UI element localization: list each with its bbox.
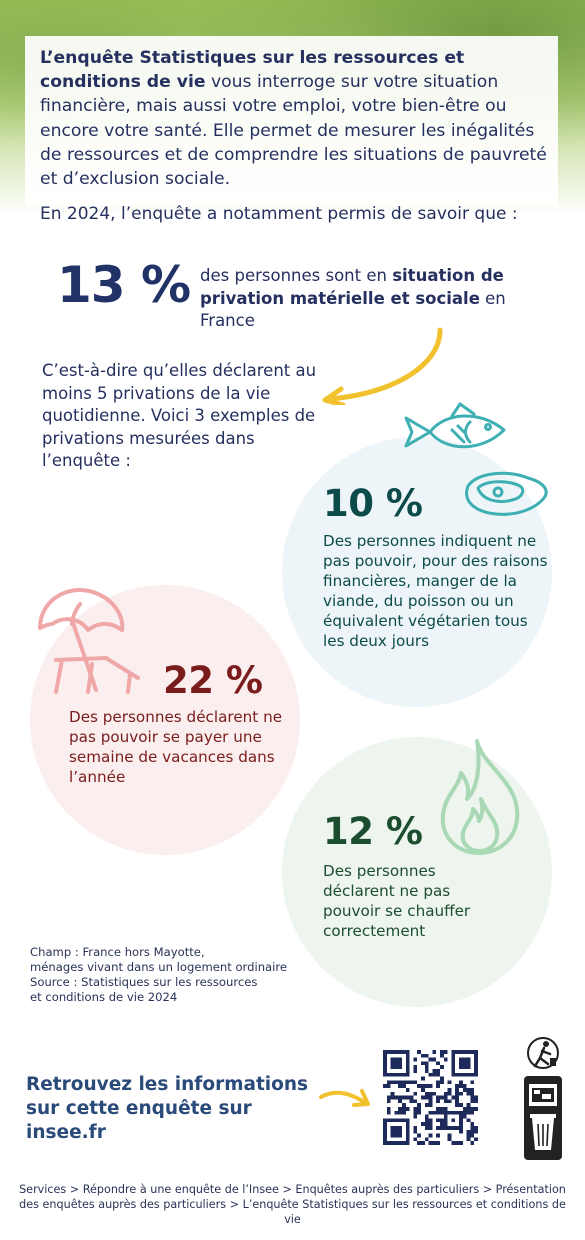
insee-link-text[interactable]: Retrouvez les informations sur cette enq… xyxy=(26,1073,316,1145)
tidy-man-icon xyxy=(527,1037,559,1069)
scope-line-1: Champ : France hors Mayotte, xyxy=(30,945,205,959)
stat-12-value: 12 % xyxy=(323,810,423,853)
recycling-logos xyxy=(524,1037,562,1160)
stat-13-description: des personnes sont en situation de priva… xyxy=(200,265,530,333)
stat-13-text-bold: situation de privation matérielle et soc… xyxy=(200,266,504,308)
cta-line-1: Retrouvez les informations xyxy=(26,1074,309,1095)
scope-source-note: Champ : France hors Mayotte, ménages viv… xyxy=(30,945,305,1005)
intro-bold: L’enquête Statistiques sur les ressource… xyxy=(40,48,465,93)
qr-code-icon[interactable] xyxy=(383,1050,478,1145)
flame-icon xyxy=(440,739,520,855)
source-line-2: et conditions de vie 2024 xyxy=(30,990,178,1004)
stat-12-text: Des personnes déclarent ne pas pouvoir s… xyxy=(323,862,471,940)
explanation-text: C’est-à-dire qu’elles déclarent au moins… xyxy=(42,361,317,470)
curved-arrow-icon xyxy=(322,327,443,405)
stat-22-text: Des personnes déclarent ne pas pouvoir s… xyxy=(69,708,283,786)
cta-line-2: sur cette enquête sur insee.fr xyxy=(26,1098,252,1143)
arrow-right-icon xyxy=(319,1089,370,1107)
intro-text: L’enquête Statistiques sur les ressource… xyxy=(40,46,550,191)
stat-13-text-before: des personnes sont en xyxy=(200,266,393,285)
stat-22-value: 22 % xyxy=(163,659,263,702)
scope-line-2: ménages vivant dans un logement ordinair… xyxy=(30,960,288,974)
stat-10-text: Des personnes indiquent ne pas pouvoir, … xyxy=(323,532,548,650)
intro-rest: vous interroge sur votre situation finan… xyxy=(40,72,547,190)
lead-sentence: En 2024, l’enquête a notamment permis de… xyxy=(40,204,518,224)
source-line-1: Source : Statistiques sur les ressources xyxy=(30,975,258,989)
stat-13-value: 13 % xyxy=(57,256,191,314)
intro-box xyxy=(25,36,558,206)
triman-recycling-icon xyxy=(524,1076,562,1160)
fish-icon xyxy=(404,402,506,449)
breadcrumb[interactable]: Services > Répondre à une enquête de l’I… xyxy=(19,1183,566,1226)
beach-umbrella-icon xyxy=(38,588,140,694)
meat-icon xyxy=(465,471,548,516)
stat-10-value: 10 % xyxy=(323,482,423,525)
stat-13-text-after: en France xyxy=(200,288,506,331)
